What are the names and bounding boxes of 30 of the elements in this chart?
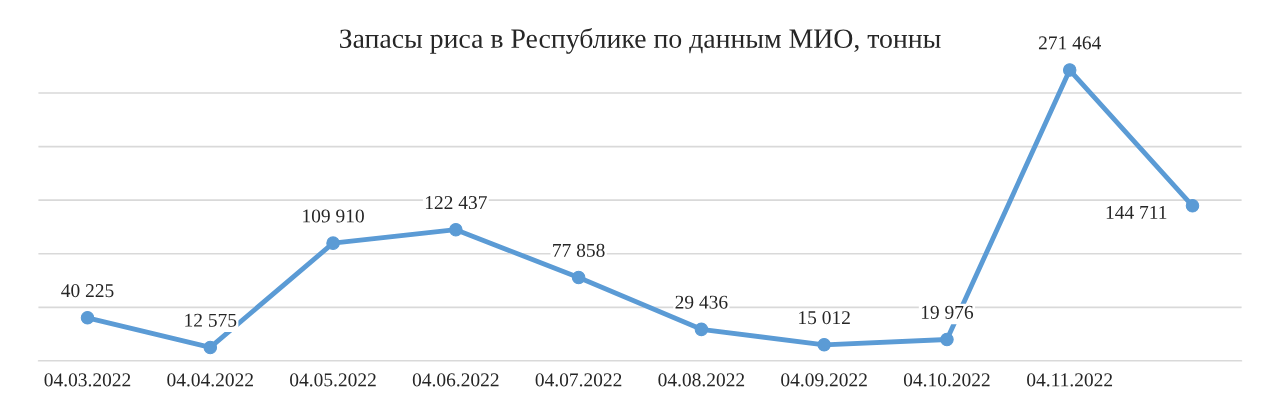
point — [694, 322, 709, 337]
data-label: 40 225 — [61, 284, 114, 298]
point — [940, 332, 954, 347]
point — [1185, 199, 1200, 213]
chart-title: Запасы риса в Республике по данным МИО, тонны — [340, 27, 941, 54]
point — [817, 338, 831, 352]
point — [326, 236, 340, 250]
data-label: 15 012 — [799, 311, 850, 325]
data-label: 19 976 — [921, 305, 974, 319]
point — [1062, 63, 1077, 77]
data-label: 144 711 — [1106, 206, 1167, 219]
point — [571, 270, 586, 285]
x-tick-label: 04.08.2022 — [658, 373, 745, 387]
data-label: 12 575 — [185, 313, 237, 327]
data-label: 122 437 — [425, 196, 487, 210]
data-label: 29 436 — [675, 295, 728, 309]
x-tick-label: 04.11.2022 — [1027, 373, 1113, 387]
point — [203, 340, 218, 355]
x-tick-label: 04.10.2022 — [903, 373, 990, 387]
data-label: 271 464 — [1038, 36, 1102, 50]
data-label: 77 858 — [553, 243, 605, 257]
point — [80, 311, 95, 325]
x-tick-label: 04.03.2022 — [44, 373, 131, 387]
point — [449, 222, 463, 237]
x-tick-label: 04.04.2022 — [167, 373, 253, 387]
x-tick-label: 04.06.2022 — [412, 373, 499, 387]
x-tick-label: 04.05.2022 — [290, 373, 376, 387]
data-label: 109 910 — [303, 209, 364, 223]
x-tick-label: 04.09.2022 — [781, 373, 867, 387]
x-tick-label: 04.07.2022 — [535, 373, 622, 387]
